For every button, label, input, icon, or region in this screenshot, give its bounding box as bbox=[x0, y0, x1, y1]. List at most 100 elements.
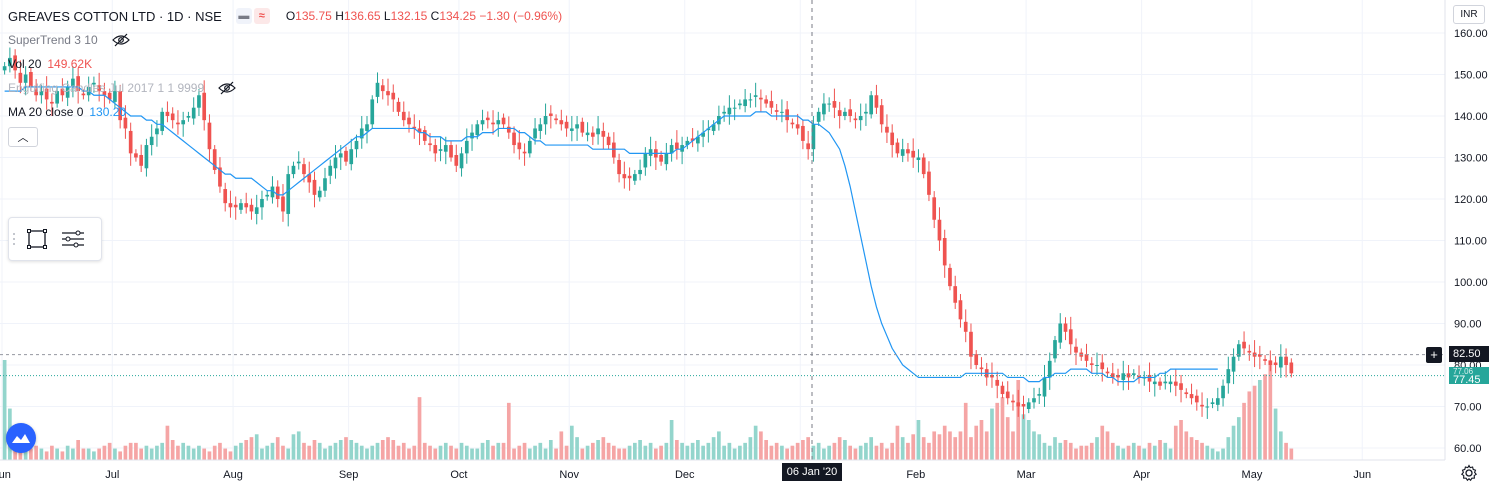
gear-icon[interactable] bbox=[1459, 463, 1479, 483]
volume-bar bbox=[1084, 445, 1089, 460]
candle-body bbox=[18, 72, 23, 83]
candle-body bbox=[71, 78, 75, 87]
candle-body bbox=[55, 91, 59, 104]
candle-body bbox=[522, 151, 527, 154]
volume-bar bbox=[317, 442, 322, 460]
volume-bar bbox=[1047, 445, 1052, 460]
volume-bar bbox=[527, 448, 532, 460]
candle-body bbox=[207, 122, 212, 150]
candle-body bbox=[1263, 359, 1267, 361]
collapse-legend-button[interactable]: ︿ bbox=[8, 127, 38, 147]
volume-bar bbox=[748, 437, 753, 460]
volume-bar bbox=[1068, 442, 1073, 460]
symbol-legend: GREAVES COTTON LTD · 1D · NSE ▬ ≈ O135.7… bbox=[8, 8, 562, 24]
candle-body bbox=[527, 140, 532, 154]
candle-body bbox=[50, 101, 54, 104]
volume-bar bbox=[134, 442, 138, 460]
volume-bar bbox=[974, 425, 979, 460]
candle-body bbox=[1284, 356, 1288, 365]
volume-bar bbox=[1026, 420, 1031, 460]
volume-bar bbox=[1016, 380, 1021, 460]
volume-bar bbox=[438, 445, 443, 460]
volume-bar bbox=[696, 440, 700, 460]
candle-body bbox=[107, 92, 112, 100]
candle-body bbox=[8, 57, 12, 67]
dash-icon[interactable]: ▬ bbox=[235, 8, 252, 24]
candle-body bbox=[39, 91, 44, 96]
candle-body bbox=[916, 157, 921, 160]
candle-body bbox=[512, 132, 516, 146]
volume-bar bbox=[470, 448, 474, 460]
volume-bar bbox=[1205, 445, 1210, 460]
candle-body bbox=[1047, 360, 1052, 378]
supertrend-name[interactable]: SuperTrend 3 10 bbox=[8, 33, 98, 47]
candle-body bbox=[165, 111, 170, 116]
engulfing-legend[interactable]: Engulfing Candles Jul 2017 1 1 9999 bbox=[8, 81, 237, 95]
candle-body bbox=[265, 194, 270, 197]
candle-body bbox=[927, 171, 931, 195]
engulfing-name[interactable]: Engulfing Candles Jul 2017 1 1 9999 bbox=[8, 81, 205, 95]
volume-bar bbox=[785, 448, 789, 460]
settings-list-button[interactable] bbox=[55, 223, 91, 255]
candle-body bbox=[675, 142, 679, 150]
tradingview-logo-icon[interactable] bbox=[6, 423, 36, 453]
volume-bar bbox=[848, 445, 853, 460]
candle-body bbox=[643, 153, 648, 168]
volume-bar bbox=[312, 440, 317, 460]
candle-body bbox=[449, 145, 453, 158]
candle-body bbox=[1026, 402, 1031, 409]
eye-crossed-icon[interactable] bbox=[218, 81, 237, 95]
volume-bar bbox=[811, 445, 816, 460]
volume-bar bbox=[559, 431, 564, 460]
ma-name[interactable]: MA 20 close 0 bbox=[8, 105, 84, 119]
symbol-title[interactable]: GREAVES COTTON LTD · 1D · NSE bbox=[8, 8, 222, 24]
candle-body bbox=[380, 85, 385, 92]
volume-bar bbox=[113, 448, 117, 460]
wave-icon[interactable]: ≈ bbox=[253, 8, 270, 24]
volume-legend[interactable]: Vol 20 149.62K bbox=[8, 57, 92, 71]
drag-handle-icon[interactable] bbox=[9, 218, 19, 260]
volume-bar bbox=[464, 445, 469, 460]
y-tick-label: 130.00 bbox=[1454, 153, 1488, 165]
candle-body bbox=[701, 132, 705, 137]
volume-bar bbox=[296, 431, 301, 460]
candle-body bbox=[633, 174, 637, 181]
candle-body bbox=[690, 138, 695, 141]
candle-body bbox=[459, 153, 464, 169]
candle-body bbox=[1179, 383, 1183, 390]
candle-body bbox=[827, 103, 832, 105]
ma-value: 130.20 bbox=[89, 105, 127, 119]
candle-body bbox=[302, 164, 306, 175]
ma-legend[interactable]: MA 20 close 0 130.20 bbox=[8, 105, 126, 119]
candle-body bbox=[470, 132, 474, 139]
volume-bar bbox=[2, 360, 7, 460]
volume-bar bbox=[963, 402, 968, 460]
eye-crossed-icon[interactable] bbox=[111, 33, 130, 47]
currency-badge[interactable]: INR bbox=[1453, 5, 1485, 24]
candle-body bbox=[202, 92, 207, 121]
volume-bar bbox=[443, 442, 448, 460]
volume-bar bbox=[795, 442, 800, 460]
supertrend-legend[interactable]: SuperTrend 3 10 bbox=[8, 33, 130, 47]
volume-bar bbox=[659, 445, 663, 460]
candle-body bbox=[118, 91, 123, 121]
candle-body bbox=[858, 116, 863, 121]
volume-bar bbox=[391, 440, 396, 460]
candle-body bbox=[1273, 362, 1278, 365]
candle-body bbox=[1116, 374, 1120, 378]
volume-bar bbox=[648, 442, 653, 460]
rectangle-tool-button[interactable] bbox=[19, 223, 55, 255]
volume-bar bbox=[433, 448, 438, 460]
candle-body bbox=[1137, 375, 1141, 378]
volume-bar bbox=[244, 440, 249, 460]
add-alert-plus-icon[interactable]: + bbox=[1426, 347, 1442, 363]
volume-bar bbox=[86, 448, 91, 460]
candle-body bbox=[291, 165, 296, 175]
volume-bar bbox=[906, 442, 910, 460]
volume-bar bbox=[291, 434, 296, 460]
candle-body bbox=[617, 159, 621, 175]
volume-name[interactable]: Vol 20 bbox=[8, 57, 42, 71]
volume-bar bbox=[485, 440, 490, 460]
volume-bar bbox=[1247, 391, 1252, 460]
